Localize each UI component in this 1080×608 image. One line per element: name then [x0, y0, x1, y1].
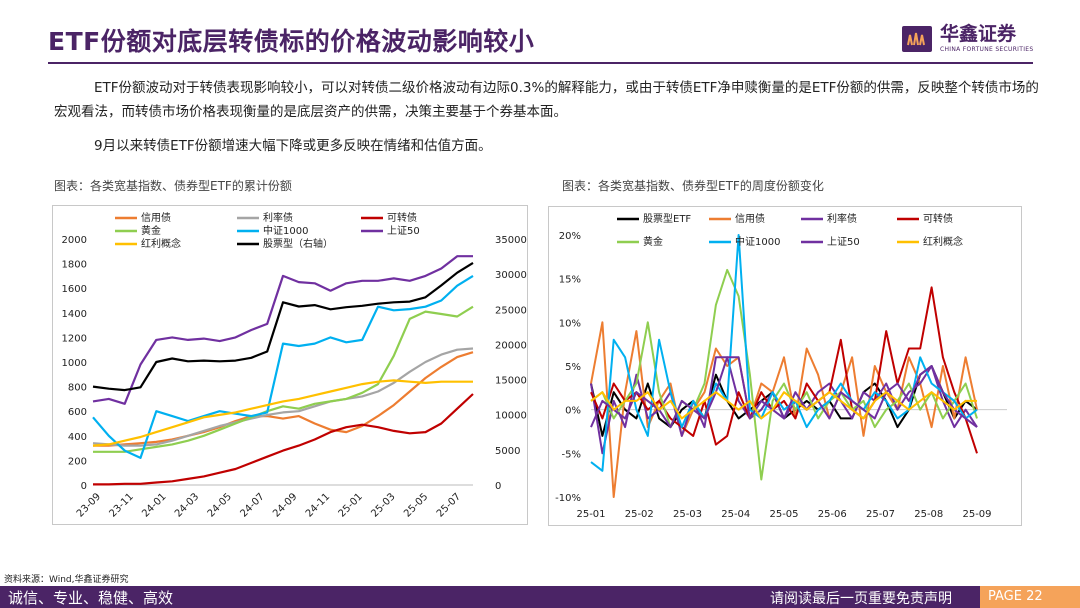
x-axis-tick-label: 24-11 — [304, 491, 332, 519]
logo-name-en: CHINA FORTUNE SECURITIES — [940, 46, 1034, 53]
x-axis-tick-label: 25-01 — [337, 491, 365, 519]
legend-label: 可转债 — [923, 212, 953, 225]
page-number: PAGE 22 — [980, 586, 1080, 608]
x-axis-tick-label: 25-02 — [625, 509, 654, 520]
legend-label: 信用债 — [141, 211, 171, 224]
legend-label: 中证1000 — [263, 224, 308, 237]
series-line-可转债 — [93, 393, 474, 486]
legend-label: 上证50 — [387, 225, 420, 237]
series-line-红利概念 — [590, 391, 977, 420]
x-axis-tick-label: 25-04 — [721, 509, 750, 520]
footer-slogan: 诚信、专业、稳健、高效 — [8, 589, 174, 607]
left-axis-tick-label: 0 — [81, 481, 87, 492]
right-axis-tick-label: 20000 — [495, 340, 527, 351]
legend-label: 利率债 — [263, 211, 293, 224]
series-line-黄金 — [93, 305, 474, 453]
left-axis-tick-label: 1600 — [62, 284, 87, 295]
series-line-信用债 — [590, 321, 978, 498]
legend-label: 可转债 — [387, 211, 417, 224]
legend-label: 红利概念 — [923, 235, 963, 248]
y-axis-tick-label: 15% — [559, 275, 581, 286]
left-axis-tick-label: 400 — [68, 432, 87, 443]
series-line-股票型（右轴） — [92, 261, 474, 392]
x-axis-tick-label: 25-05 — [769, 509, 798, 520]
legend-label: 信用债 — [735, 212, 765, 225]
left-axis-tick-label: 1000 — [62, 358, 87, 369]
x-axis-tick-label: 24-07 — [238, 491, 266, 519]
left-axis-tick-label: 1800 — [62, 260, 87, 271]
logo-name-cn: 华鑫证券 — [940, 23, 1017, 45]
x-axis-tick-label: 25-07 — [435, 491, 463, 519]
series-line-上证50 — [590, 356, 978, 429]
legend-label: 上证50 — [827, 236, 860, 248]
right-axis-tick-label: 0 — [495, 481, 501, 492]
series-line-红利概念 — [92, 379, 473, 447]
series-line-黄金 — [590, 268, 978, 481]
y-axis-tick-label: 0% — [565, 406, 581, 417]
cumulative-shares-chart: 0200400600800100012001400160018002000050… — [62, 211, 527, 520]
left-axis-tick-label: 1200 — [62, 333, 87, 344]
chart1-container: 0 200 400 600 800 1000 1200 1400 1600 1800 2000 0 50… — [52, 205, 528, 525]
x-axis-tick-label: 24-01 — [140, 491, 168, 519]
right-axis-tick-label: 35000 — [495, 235, 527, 246]
x-axis-tick-label: 25-03 — [673, 509, 702, 520]
x-axis-tick-label: 24-03 — [173, 491, 201, 519]
x-axis-tick-label: 25-06 — [818, 509, 847, 520]
left-axis-tick-label: 2000 — [62, 235, 87, 246]
data-source: 资料来源：Wind,华鑫证券研究 — [4, 575, 129, 585]
y-axis-tick-label: 20% — [559, 231, 581, 242]
legend-label: 股票型ETF — [643, 212, 691, 225]
series-line-利率债 — [92, 347, 474, 447]
x-axis-tick-label: 25-08 — [914, 509, 943, 520]
y-axis-tick-label: -10% — [555, 493, 581, 504]
right-axis-tick-label: 25000 — [495, 305, 527, 316]
left-axis-tick-label: 800 — [68, 383, 87, 394]
y-axis-tick-label: -5% — [562, 449, 581, 460]
logo-mark-icon — [902, 25, 932, 52]
legend-label: 利率债 — [827, 212, 857, 225]
title-divider — [48, 62, 1033, 64]
footer-bar: 诚信、专业、稳健、高效 请阅读最后一页重要免责声明 PAGE 22 — [0, 586, 1080, 608]
x-axis-tick-label: 23-09 — [75, 491, 103, 519]
page-title: ETF份额对底层转债标的价格波动影响较小 — [48, 27, 535, 56]
right-axis-tick-label: 15000 — [495, 376, 527, 387]
weekly-change-chart: -10% -5% 0% 5% 10% 15% 20% 25-01 25-02 25-03 25-04… — [555, 212, 1007, 520]
chart2-container: -10% -5% 0% 5% 10% 15% 20% 25-01 25-02 25-03 25-04… — [548, 206, 1022, 526]
body-paragraph-2: 9月以来转债ETF份额增速大幅下降或更多反映在情绪和估值方面。 — [94, 138, 492, 154]
x-axis-tick-label: 24-09 — [271, 491, 299, 519]
footer-disclaimer: 请阅读最后一页重要免责声明 — [770, 591, 952, 607]
left-axis-tick-label: 200 — [68, 456, 87, 467]
y-axis-tick-label: 5% — [565, 362, 581, 373]
series-line-中证1000 — [92, 274, 474, 459]
company-logo: 华鑫证券 CHINA FORTUNE SECURITIES — [902, 24, 1033, 53]
series-line-上证50 — [92, 255, 473, 405]
right-axis-tick-label: 5000 — [495, 446, 520, 457]
left-axis-tick-label: 600 — [68, 407, 87, 418]
x-axis-tick-label: 23-11 — [108, 491, 136, 519]
series-line-信用债 — [93, 351, 474, 447]
x-axis-tick-label: 25-03 — [369, 491, 397, 519]
legend-label: 股票型（右轴） — [263, 237, 333, 250]
left-axis-tick-label: 1400 — [62, 309, 87, 320]
legend-label: 红利概念 — [141, 237, 181, 250]
x-axis-tick-label: 24-05 — [206, 491, 234, 519]
x-axis-tick-label: 25-05 — [402, 491, 430, 519]
chart1-caption: 图表：各类宽基指数、债券型ETF的累计份额 — [54, 179, 292, 193]
chart2-caption: 图表：各类宽基指数、债券型ETF的周度份额变化 — [562, 179, 824, 193]
x-axis-tick-label: 25-01 — [576, 509, 605, 520]
legend-label: 黄金 — [643, 235, 663, 248]
y-axis-tick-label: 10% — [559, 318, 581, 329]
legend-label: 中证1000 — [735, 235, 780, 248]
legend-label: 黄金 — [141, 224, 161, 237]
right-axis-tick-label: 30000 — [495, 270, 527, 281]
body-paragraph-1: ETF份额波动对于转债表现影响较小，可以对转债二级价格波动有边际0.3%的解释能… — [54, 80, 1039, 120]
right-axis-tick-label: 10000 — [495, 411, 527, 422]
series-line-中证1000 — [590, 234, 978, 472]
x-axis-tick-label: 25-09 — [962, 509, 991, 520]
x-axis-tick-label: 25-07 — [866, 509, 895, 520]
